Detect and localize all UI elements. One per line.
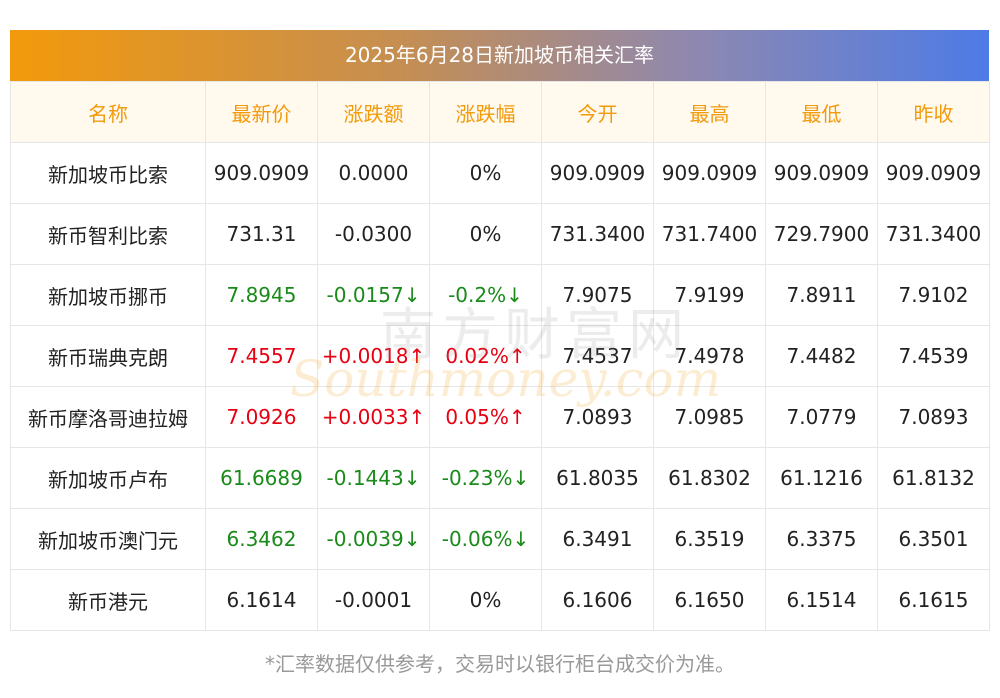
table-row: 新币摩洛哥迪拉姆 7.0926 +0.0033↑ 0.05%↑ 7.0893 7.0985… <box>10 386 990 448</box>
low-price: 7.4482 <box>765 325 878 387</box>
header-name: 名称 <box>10 81 206 143</box>
change-percent: 0% <box>429 142 542 204</box>
change-amount: -0.0157↓ <box>317 264 430 326</box>
rate-table-container: 2025年6月28日新加坡币相关汇率 名称 最新价 涨跌额 涨跌幅 今开 最高 … <box>10 30 990 631</box>
high-price: 7.9199 <box>653 264 766 326</box>
high-price: 6.1650 <box>653 569 766 631</box>
prev-close: 7.4539 <box>877 325 990 387</box>
low-price: 7.8911 <box>765 264 878 326</box>
currency-name: 新币摩洛哥迪拉姆 <box>10 386 206 448</box>
table-row: 新加坡币挪币 7.8945 -0.0157↓ -0.2%↓ 7.9075 7.9199 7.… <box>10 264 990 326</box>
change-percent: 0% <box>429 203 542 265</box>
high-price: 61.8302 <box>653 447 766 509</box>
change-percent: 0.05%↑ <box>429 386 542 448</box>
prev-close: 909.0909 <box>877 142 990 204</box>
change-percent: 0% <box>429 569 542 631</box>
table-row: 新加坡币卢布 61.6689 -0.1443↓ -0.23%↓ 61.8035 61.83… <box>10 447 990 509</box>
change-percent: 0.02%↑ <box>429 325 542 387</box>
high-price: 909.0909 <box>653 142 766 204</box>
change-amount: -0.0039↓ <box>317 508 430 570</box>
change-amount: +0.0033↑ <box>317 386 430 448</box>
open-price: 909.0909 <box>541 142 654 204</box>
change-amount: -0.1443↓ <box>317 447 430 509</box>
prev-close: 7.9102 <box>877 264 990 326</box>
change-amount: 0.0000 <box>317 142 430 204</box>
change-percent: -0.2%↓ <box>429 264 542 326</box>
change-amount: -0.0300 <box>317 203 430 265</box>
open-price: 7.0893 <box>541 386 654 448</box>
change-percent: -0.23%↓ <box>429 447 542 509</box>
high-price: 6.3519 <box>653 508 766 570</box>
low-price: 61.1216 <box>765 447 878 509</box>
table-row: 新加坡币比索 909.0909 0.0000 0% 909.0909 909.0909 90… <box>10 142 990 204</box>
latest-price: 731.31 <box>205 203 318 265</box>
currency-name: 新币智利比索 <box>10 203 206 265</box>
change-amount: -0.0001 <box>317 569 430 631</box>
open-price: 731.3400 <box>541 203 654 265</box>
header-pct: 涨跌幅 <box>429 81 542 143</box>
currency-name: 新币港元 <box>10 569 206 631</box>
table-row: 新加坡币澳门元 6.3462 -0.0039↓ -0.06%↓ 6.3491 6.3519… <box>10 508 990 570</box>
prev-close: 6.1615 <box>877 569 990 631</box>
latest-price: 7.4557 <box>205 325 318 387</box>
latest-price: 61.6689 <box>205 447 318 509</box>
prev-close: 61.8132 <box>877 447 990 509</box>
header-change: 涨跌额 <box>317 81 430 143</box>
low-price: 6.3375 <box>765 508 878 570</box>
header-low: 最低 <box>765 81 878 143</box>
disclaimer-note: *汇率数据仅供参考，交易时以银行柜台成交价为准。 <box>265 652 735 676</box>
header-prev: 昨收 <box>877 81 990 143</box>
open-price: 61.8035 <box>541 447 654 509</box>
table-row: 新币瑞典克朗 7.4557 +0.0018↑ 0.02%↑ 7.4537 7.4978 7.… <box>10 325 990 387</box>
low-price: 6.1514 <box>765 569 878 631</box>
table-row: 新币智利比索 731.31 -0.0300 0% 731.3400 731.7400 729… <box>10 203 990 265</box>
prev-close: 7.0893 <box>877 386 990 448</box>
currency-name: 新加坡币卢布 <box>10 447 206 509</box>
prev-close: 731.3400 <box>877 203 990 265</box>
header-row: 名称 最新价 涨跌额 涨跌幅 今开 最高 最低 昨收 <box>10 81 990 143</box>
rate-table: 名称 最新价 涨跌额 涨跌幅 今开 最高 最低 昨收 新加坡币比索 909.090… <box>10 81 990 631</box>
high-price: 7.4978 <box>653 325 766 387</box>
latest-price: 7.0926 <box>205 386 318 448</box>
change-percent: -0.06%↓ <box>429 508 542 570</box>
header-open: 今开 <box>541 81 654 143</box>
prev-close: 6.3501 <box>877 508 990 570</box>
latest-price: 909.0909 <box>205 142 318 204</box>
currency-name: 新加坡币比索 <box>10 142 206 204</box>
low-price: 909.0909 <box>765 142 878 204</box>
latest-price: 7.8945 <box>205 264 318 326</box>
change-amount: +0.0018↑ <box>317 325 430 387</box>
header-latest: 最新价 <box>205 81 318 143</box>
open-price: 7.4537 <box>541 325 654 387</box>
latest-price: 6.1614 <box>205 569 318 631</box>
high-price: 731.7400 <box>653 203 766 265</box>
currency-name: 新加坡币澳门元 <box>10 508 206 570</box>
header-high: 最高 <box>653 81 766 143</box>
open-price: 6.3491 <box>541 508 654 570</box>
low-price: 7.0779 <box>765 386 878 448</box>
latest-price: 6.3462 <box>205 508 318 570</box>
table-title: 2025年6月28日新加坡币相关汇率 <box>10 30 989 81</box>
open-price: 7.9075 <box>541 264 654 326</box>
table-row: 新币港元 6.1614 -0.0001 0% 6.1606 6.1650 6.1514 6.1… <box>10 569 990 631</box>
low-price: 729.7900 <box>765 203 878 265</box>
high-price: 7.0985 <box>653 386 766 448</box>
currency-name: 新加坡币挪币 <box>10 264 206 326</box>
open-price: 6.1606 <box>541 569 654 631</box>
currency-name: 新币瑞典克朗 <box>10 325 206 387</box>
